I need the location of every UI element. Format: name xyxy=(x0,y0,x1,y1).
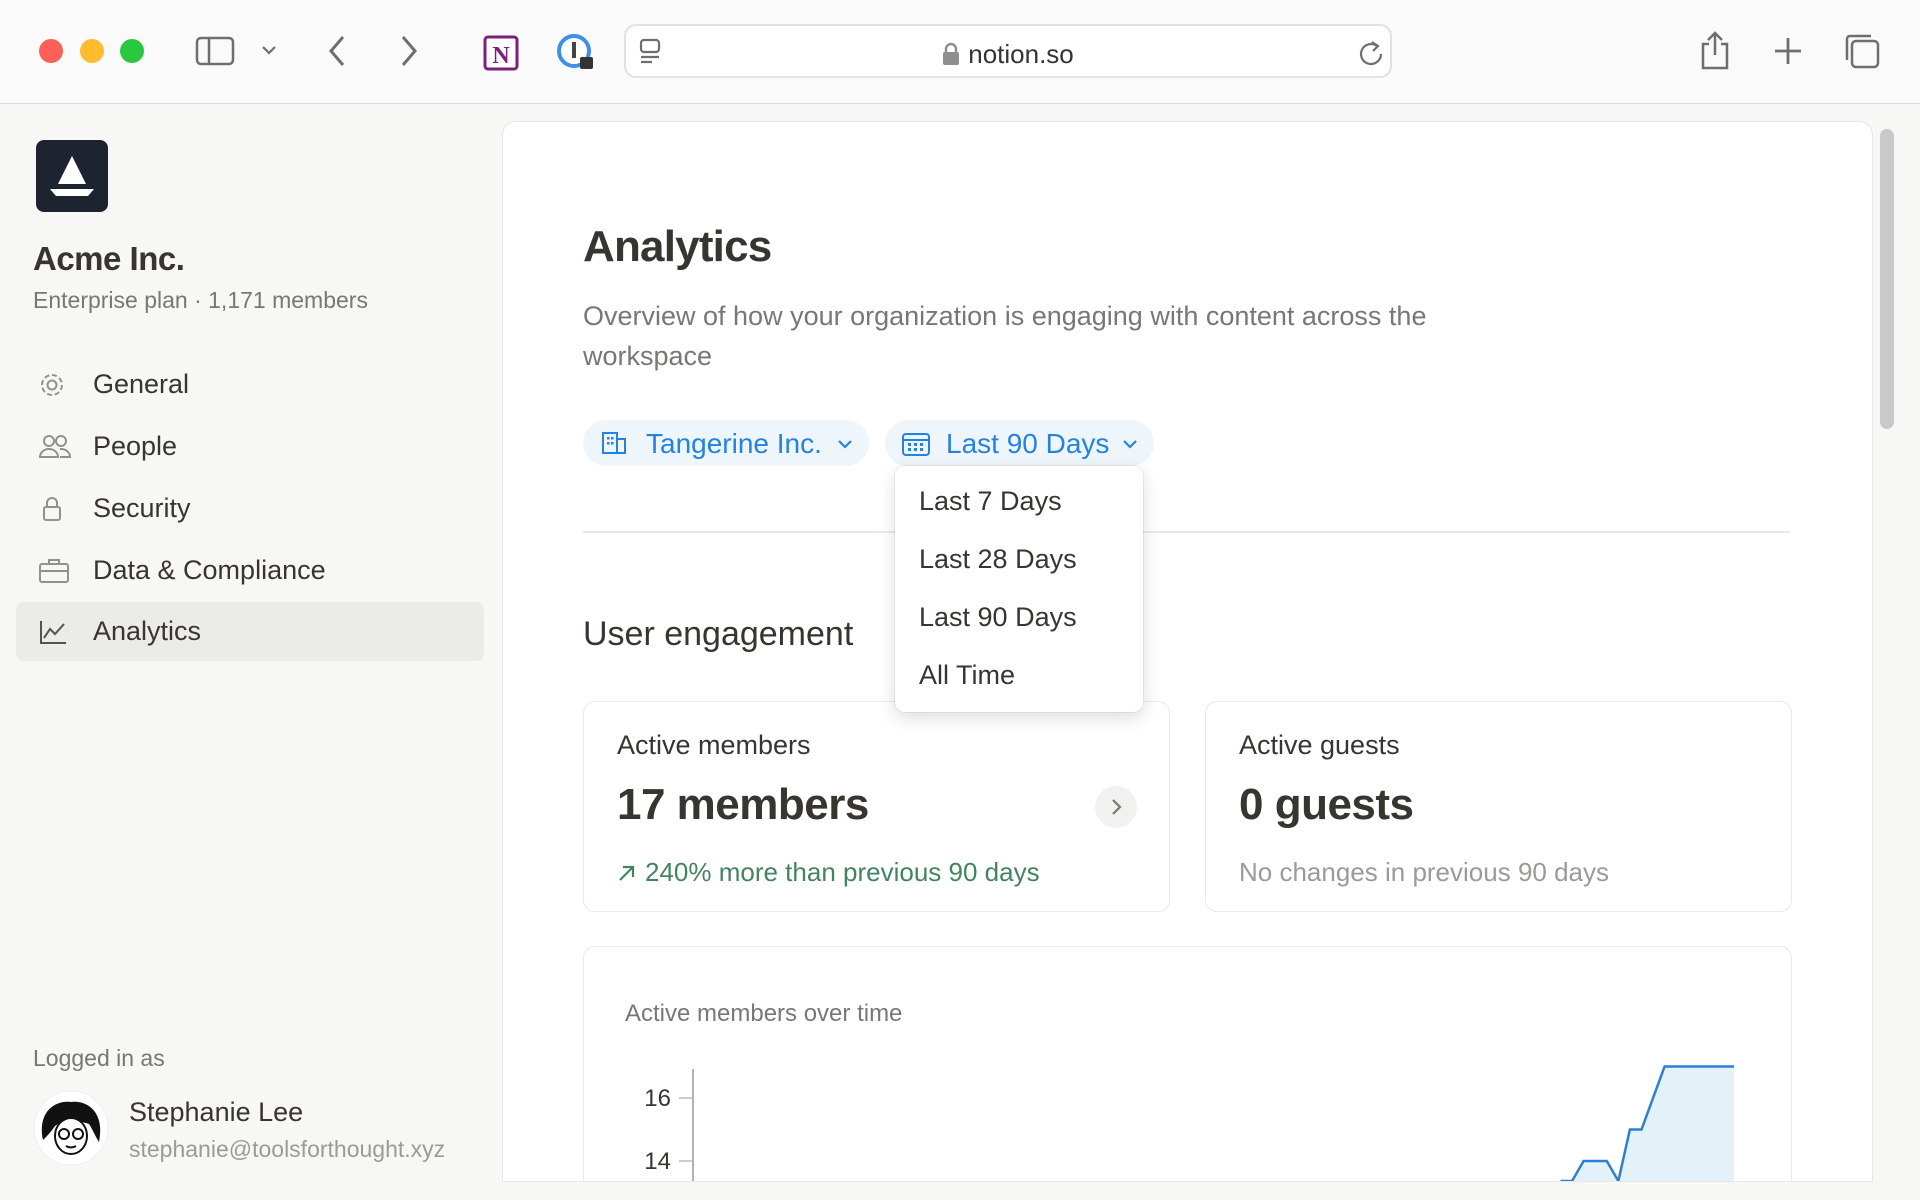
browser-toolbar: N notion.so xyxy=(0,0,1920,104)
active-members-chart: 14 16 xyxy=(644,1065,1735,1181)
active-members-card[interactable]: Active members 17 members 240% more than… xyxy=(583,701,1170,912)
close-window-button[interactable] xyxy=(39,39,63,63)
chevron-down-icon xyxy=(1123,440,1137,449)
sidebar-item-label: Security xyxy=(93,493,191,523)
chevron-down-icon xyxy=(838,440,852,449)
chevron-right-icon xyxy=(1112,799,1122,815)
people-icon xyxy=(38,435,72,458)
card-value: 17 members xyxy=(617,780,869,829)
settings-sidebar: Acme Inc. Enterprise plan · 1,171 member… xyxy=(0,105,502,1200)
page-title: Analytics xyxy=(583,222,772,271)
scrollbar[interactable] xyxy=(1880,129,1894,429)
menu-item-last-90-days[interactable]: Last 90 Days xyxy=(919,602,1077,632)
lock-icon xyxy=(43,497,61,521)
sidebar-item-label: People xyxy=(93,431,178,461)
building-icon xyxy=(602,432,626,454)
user-email: stephanie@toolsforthought.xyz xyxy=(129,1136,446,1162)
sidebar-item-people[interactable]: People xyxy=(16,417,484,476)
new-tab-icon[interactable] xyxy=(1773,36,1803,66)
date-range-menu: Last 7 Days Last 28 Days Last 90 Days Al… xyxy=(895,466,1143,712)
sidebar-item-general[interactable]: General xyxy=(16,355,484,414)
password-manager-icon[interactable] xyxy=(556,33,598,73)
section-title: User engagement xyxy=(583,615,854,653)
series-line xyxy=(1560,1065,1734,1181)
workspace-filter[interactable]: Tangerine Inc. xyxy=(583,420,869,466)
card-change: No changes in previous 90 days xyxy=(1239,857,1610,887)
user-name: Stephanie Lee xyxy=(129,1097,304,1127)
page-description: Overview of how your organization is eng… xyxy=(583,301,1427,371)
workspace-filter-label: Tangerine Inc. xyxy=(646,428,822,459)
chart-title: Active members over time xyxy=(625,1000,903,1027)
svg-text:N: N xyxy=(492,43,510,69)
date-range-label: Last 90 Days xyxy=(946,428,1110,459)
card-label: Active guests xyxy=(1239,730,1400,760)
sidebar-item-label: Analytics xyxy=(93,616,202,646)
y-tick-label: 14 xyxy=(644,1148,671,1175)
sidebar-item-data-compliance[interactable]: Data & Compliance xyxy=(16,541,484,600)
sidebar-toggle-icon[interactable] xyxy=(195,36,235,66)
card-label: Active members xyxy=(617,730,811,760)
divider xyxy=(583,531,1790,533)
sidebar-item-security[interactable]: Security xyxy=(16,479,484,538)
org-meta: Enterprise plan · 1,171 members xyxy=(33,287,368,313)
minimize-window-button[interactable] xyxy=(80,39,104,63)
sidebar-item-label: Data & Compliance xyxy=(93,555,326,585)
chevron-down-icon[interactable] xyxy=(261,44,277,56)
briefcase-icon xyxy=(39,559,69,583)
menu-item-all-time[interactable]: All Time xyxy=(919,660,1016,690)
notion-extension-icon[interactable]: N xyxy=(483,33,521,71)
active-members-chart-card: Active members over time xyxy=(583,946,1792,1181)
card-value: 0 guests xyxy=(1239,780,1414,829)
maximize-window-button[interactable] xyxy=(120,39,144,63)
share-icon[interactable] xyxy=(1698,30,1732,72)
sidebar-item-label: General xyxy=(93,369,190,399)
gear-icon xyxy=(41,374,63,396)
lock-icon xyxy=(943,42,960,65)
sidebar-item-analytics[interactable]: Analytics xyxy=(16,602,484,661)
avatar[interactable] xyxy=(33,1090,109,1166)
reader-icon[interactable] xyxy=(638,38,664,66)
active-guests-card: Active guests 0 guests No changes in pre… xyxy=(1205,701,1792,912)
calendar-icon xyxy=(902,433,930,456)
org-name: Acme Inc. xyxy=(33,240,185,277)
date-range-filter[interactable]: Last 90 Days xyxy=(885,420,1154,466)
card-change: 240% more than previous 90 days xyxy=(617,857,1040,888)
reload-icon[interactable] xyxy=(1357,38,1385,68)
details-button[interactable] xyxy=(1095,786,1137,828)
series-area xyxy=(1560,1066,1734,1181)
address-bar[interactable]: notion.so xyxy=(624,24,1392,78)
menu-item-last-7-days[interactable]: Last 7 Days xyxy=(919,486,1062,516)
tab-overview-icon[interactable] xyxy=(1843,33,1881,69)
analytics-panel: Analytics Overview of how your organizat… xyxy=(502,121,1873,1182)
menu-item-last-28-days[interactable]: Last 28 Days xyxy=(919,544,1077,574)
forward-icon[interactable] xyxy=(398,34,420,68)
y-tick-label: 16 xyxy=(644,1085,671,1112)
logged-in-label: Logged in as xyxy=(33,1045,165,1071)
chart-icon xyxy=(40,621,66,644)
back-icon[interactable] xyxy=(326,34,348,68)
org-logo xyxy=(36,140,108,212)
url-text[interactable]: notion.so xyxy=(968,39,1074,69)
trend-up-icon xyxy=(619,865,635,881)
